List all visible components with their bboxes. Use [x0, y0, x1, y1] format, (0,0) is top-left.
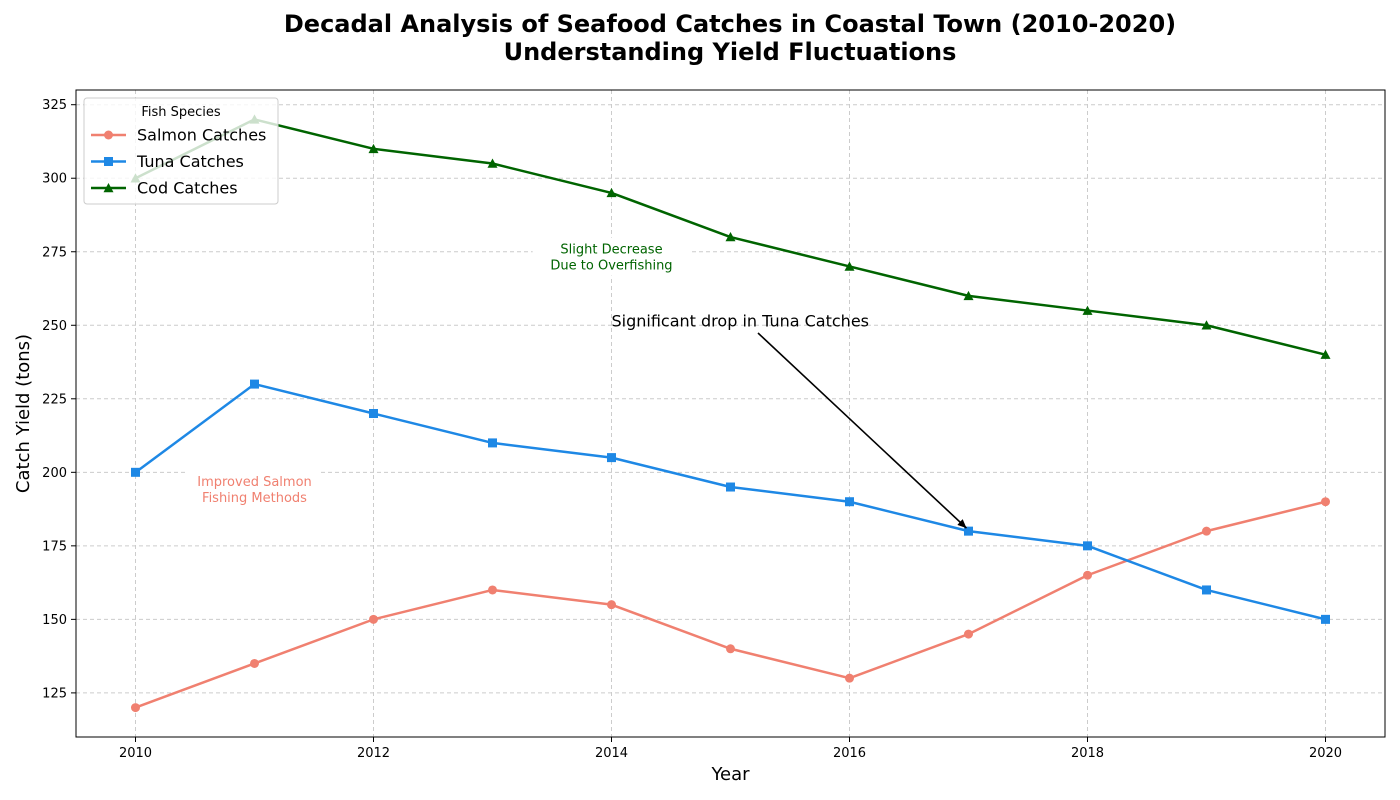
- legend-marker: [103, 183, 114, 193]
- data-point: [368, 143, 379, 154]
- legend-box: [83, 97, 279, 205]
- data-point: [606, 187, 617, 198]
- legend-item: Cod Catches: [91, 179, 238, 198]
- data-point: [1201, 320, 1212, 330]
- y-axis-ticks: 125 150 175 200 225 250 275 300 325: [42, 98, 76, 701]
- legend-marker: [104, 157, 113, 166]
- data-point: [369, 409, 378, 418]
- x-tick-label: 2014: [595, 746, 628, 761]
- legend-marker: [104, 130, 113, 140]
- data-point: [1202, 585, 1211, 595]
- data-point: [1083, 570, 1092, 580]
- plot-frame: [75, 89, 1386, 738]
- data-point: [845, 673, 854, 683]
- data-point: [250, 658, 259, 668]
- legend: Fish Species Salmon Catches Tuna Catches Co…: [83, 97, 279, 205]
- annotation-line: Fishing Methods: [202, 491, 307, 506]
- data-point: [369, 614, 378, 624]
- data-point: [963, 290, 974, 301]
- y-tick-label: 300: [42, 172, 67, 187]
- data-point: [844, 261, 855, 271]
- x-axis-label: Year: [710, 764, 750, 785]
- x-tick-label: 2016: [833, 746, 866, 761]
- legend-label: Cod Catches: [137, 179, 238, 198]
- annotation-line: Due to Overfishing: [550, 259, 672, 274]
- chart-title: Decadal Analysis of Seafood Catches in C…: [0, 10, 1400, 66]
- data-point: [1321, 497, 1330, 507]
- chart-title-line: Decadal Analysis of Seafood Catches in C…: [283, 10, 1177, 38]
- annotation-line: Improved Salmon: [197, 475, 312, 490]
- annotation-box: [532, 237, 691, 276]
- annotation-box: [188, 469, 321, 508]
- series-salmon-catches: [131, 497, 1330, 713]
- data-point: [964, 526, 973, 536]
- y-tick-label: 325: [42, 98, 67, 113]
- data-point: [487, 158, 498, 168]
- data-point: [1320, 349, 1331, 359]
- x-tick-label: 2018: [1071, 746, 1104, 761]
- y-tick-label: 250: [42, 319, 67, 334]
- data-point: [1083, 541, 1092, 551]
- data-point: [964, 629, 973, 639]
- data-point: [1202, 526, 1211, 536]
- annotation-arrow: [757, 332, 968, 529]
- data-point: [1321, 614, 1330, 624]
- data-point: [131, 703, 140, 713]
- y-tick-label: 150: [42, 613, 67, 628]
- grid-lines: [76, 90, 1385, 737]
- x-tick-label: 2020: [1309, 746, 1342, 761]
- data-point: [725, 232, 736, 242]
- legend-label: Salmon Catches: [137, 126, 266, 145]
- annotation-text: Significant drop in Tuna Catches: [612, 311, 870, 330]
- y-axis-label: Catch Yield (tons): [13, 334, 34, 493]
- legend-item: Salmon Catches: [91, 126, 266, 145]
- data-point: [726, 644, 735, 654]
- y-tick-label: 125: [42, 686, 67, 701]
- y-tick-label: 175: [42, 539, 67, 554]
- data-point: [250, 379, 259, 389]
- data-point: [131, 467, 140, 477]
- legend-title: Fish Species: [141, 105, 221, 120]
- series-line: [135, 500, 1326, 709]
- y-tick-label: 200: [42, 466, 67, 481]
- x-tick-label: 2012: [357, 746, 390, 761]
- annotation-line: Slight Decrease: [560, 243, 662, 258]
- y-tick-label: 275: [42, 245, 67, 260]
- annotation-tuna-drop: Significant drop in Tuna Catches: [612, 311, 968, 529]
- data-point: [607, 600, 616, 610]
- data-point: [488, 585, 497, 595]
- legend-label: Tuna Catches: [136, 152, 244, 171]
- x-axis-ticks: 2010 2012 2014 2016 2018 2020: [119, 737, 1342, 761]
- data-point: [726, 482, 735, 492]
- x-tick-label: 2010: [119, 746, 152, 761]
- data-point: [488, 438, 497, 448]
- data-point: [607, 453, 616, 463]
- legend-item: Tuna Catches: [91, 152, 244, 171]
- data-point: [845, 497, 854, 507]
- chart-subtitle-line: Understanding Yield Fluctuations: [503, 38, 957, 66]
- y-tick-label: 225: [42, 392, 67, 407]
- data-point: [1082, 305, 1093, 315]
- series-tuna-catches: [131, 379, 1330, 624]
